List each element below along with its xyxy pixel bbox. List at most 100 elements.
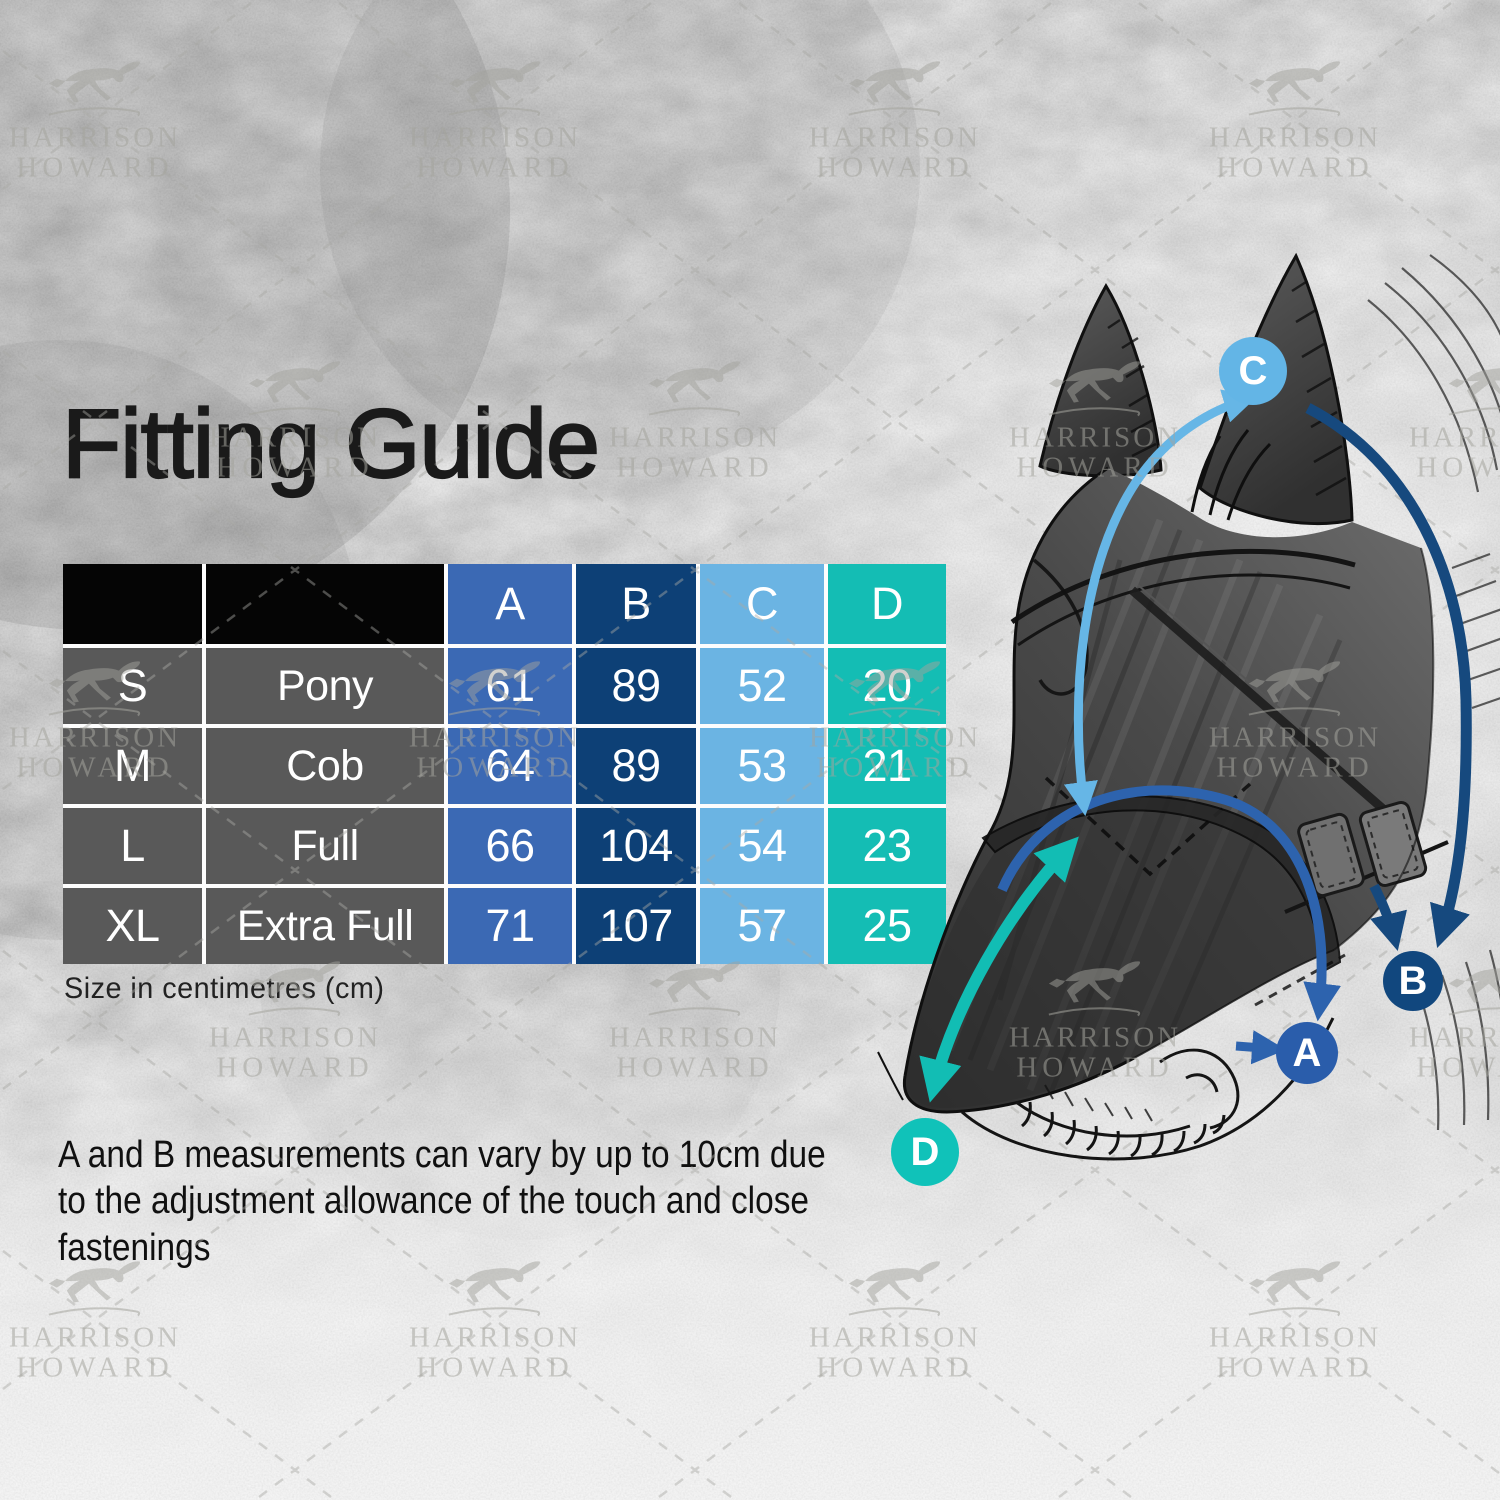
- measure-line-a: [997, 785, 1342, 1065]
- watermark-text: HARRISON: [1408, 1021, 1500, 1054]
- watermark-text: HARRISON: [1408, 421, 1500, 454]
- watermark-text: HOWARD: [416, 152, 574, 184]
- watermark-text: HARRISON: [1008, 1021, 1182, 1054]
- table-cell: 89: [576, 728, 696, 804]
- table-cell: 53: [700, 728, 824, 804]
- watermark-text: HOWARD: [1416, 452, 1500, 484]
- galloping-horse-icon: [1248, 1261, 1341, 1317]
- watermark-text: HOWARD: [1016, 1052, 1174, 1084]
- measure-label-c: C: [1219, 337, 1287, 405]
- velcro-tabs: [1297, 800, 1428, 898]
- head-outline-sketch: [877, 429, 1435, 1114]
- measure-label-b: B: [1383, 951, 1443, 1011]
- mask-shading: [905, 518, 1343, 1108]
- watermark-text: HARRISON: [1008, 421, 1182, 454]
- watermark-text: HARRISON: [608, 1021, 782, 1054]
- table-cell: 23: [828, 808, 946, 884]
- table-cell: 104: [576, 808, 696, 884]
- header-cell-size: [63, 564, 202, 644]
- fly-mask-body: [904, 468, 1434, 1112]
- header-cell-b: B: [576, 564, 696, 644]
- footnote-line: to the adjustment allowance of the touch…: [58, 1180, 810, 1223]
- table-cell: 25: [828, 888, 946, 964]
- header-cell-c: C: [700, 564, 824, 644]
- galloping-horse-icon: [1248, 661, 1341, 717]
- measure-line-b: [1305, 403, 1472, 952]
- watermark-text: HOWARD: [616, 1052, 774, 1084]
- table-cell: 21: [828, 728, 946, 804]
- mask-seams: [981, 548, 1449, 1007]
- table-cell: 71: [448, 888, 572, 964]
- table-cell: 61: [448, 648, 572, 724]
- page-title: Fitting Guide: [61, 388, 601, 499]
- table-cell: Full: [206, 808, 444, 884]
- measure-line-c: [1063, 389, 1258, 817]
- table-cell: Pony: [206, 648, 444, 724]
- measure-label-a: A: [1276, 1022, 1338, 1084]
- table-cell: 66: [448, 808, 572, 884]
- watermark-text: HOWARD: [816, 152, 974, 184]
- measure-line-d: [919, 836, 1079, 1103]
- table-cell: S: [63, 648, 202, 724]
- table-cell: 107: [576, 888, 696, 964]
- watermark-text: HARRISON: [408, 121, 582, 154]
- watermark-text: HARRISON: [8, 121, 182, 154]
- watermark-text: HOWARD: [416, 1352, 574, 1384]
- galloping-horse-icon: [1048, 361, 1141, 417]
- watermark-text: HARRISON: [1208, 1321, 1382, 1354]
- measurement-footnote: A and B measurements can vary by up to 1…: [58, 1132, 826, 1271]
- unit-note: Size in centimetres (cm): [64, 972, 385, 1005]
- header-cell-a: A: [448, 564, 572, 644]
- size-table: A B C D S Pony 61 89 52 20 M Cob 64 89 5…: [63, 564, 946, 964]
- galloping-horse-icon: [848, 61, 941, 117]
- watermark-text: HOWARD: [16, 1352, 174, 1384]
- galloping-horse-icon: [1448, 968, 1500, 1016]
- watermark-text: HOWARD: [1216, 752, 1374, 784]
- fly-mask-ears: [1038, 252, 1354, 526]
- watermark-text: HOWARD: [616, 452, 774, 484]
- galloping-horse-icon: [1448, 368, 1500, 416]
- galloping-horse-icon: [48, 61, 141, 117]
- table-cell: L: [63, 808, 202, 884]
- galloping-horse-icon: [1248, 61, 1341, 117]
- watermark-text: HARRISON: [208, 1021, 382, 1054]
- table-cell: XL: [63, 888, 202, 964]
- watermark-text: HARRISON: [1208, 121, 1382, 154]
- watermark-text: HOWARD: [1216, 152, 1374, 184]
- galloping-horse-icon: [648, 361, 741, 417]
- galloping-horse-icon: [1048, 961, 1141, 1017]
- table-cell: Extra Full: [206, 888, 444, 964]
- galloping-horse-icon: [448, 61, 541, 117]
- table-cell: 52: [700, 648, 824, 724]
- footnote-line: A and B measurements can vary by up to 1…: [58, 1134, 826, 1176]
- measure-label-d: D: [891, 1118, 959, 1186]
- header-cell-d: D: [828, 564, 946, 644]
- watermark-text: HARRISON: [408, 1321, 582, 1354]
- footnote-line: fastenings: [58, 1226, 211, 1269]
- table-cell: 54: [700, 808, 824, 884]
- watermark-text: HARRISON: [1208, 721, 1382, 754]
- header-cell-fit: [206, 564, 444, 644]
- watermark-text: HARRISON: [608, 421, 782, 454]
- watermark-text: HOWARD: [816, 1352, 974, 1384]
- watermark-text: HARRISON: [808, 1321, 982, 1354]
- table-cell: 89: [576, 648, 696, 724]
- table-cell: 64: [448, 728, 572, 804]
- galloping-horse-icon: [648, 961, 741, 1017]
- table-cell: 20: [828, 648, 946, 724]
- table-cell: 57: [700, 888, 824, 964]
